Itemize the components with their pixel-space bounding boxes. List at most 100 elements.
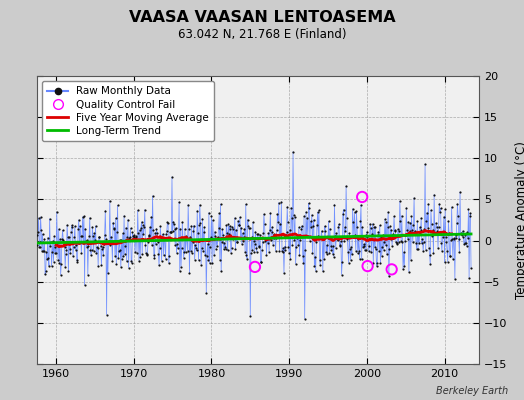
Point — [261, 238, 269, 244]
Point — [41, 268, 50, 274]
Point — [445, 252, 454, 259]
Point — [205, 209, 213, 216]
Point — [105, 237, 113, 244]
Point — [320, 255, 329, 262]
Point — [160, 235, 168, 241]
Point — [277, 232, 285, 238]
Point — [327, 247, 335, 253]
Point — [267, 228, 276, 235]
Point — [122, 224, 130, 231]
Point — [461, 240, 469, 246]
Point — [176, 226, 184, 232]
Point — [310, 263, 319, 269]
Point — [146, 224, 154, 230]
Text: VAASA VAASAN LENTOASEMA: VAASA VAASAN LENTOASEMA — [129, 10, 395, 25]
Point — [234, 218, 242, 224]
Point — [323, 251, 332, 258]
Point — [134, 207, 142, 214]
Point — [343, 215, 351, 221]
Point — [266, 226, 274, 233]
Point — [117, 264, 125, 270]
Point — [359, 241, 368, 248]
Point — [316, 262, 324, 268]
Point — [278, 248, 286, 254]
Point — [33, 242, 41, 248]
Point — [80, 282, 89, 288]
Point — [193, 208, 201, 214]
Point — [338, 258, 346, 265]
Point — [271, 248, 280, 254]
Point — [121, 251, 129, 257]
Point — [314, 233, 322, 239]
Point — [98, 246, 106, 252]
Point — [85, 214, 94, 221]
Point — [455, 249, 464, 256]
Point — [120, 212, 128, 219]
Point — [377, 234, 385, 240]
Point — [332, 245, 340, 252]
Point — [388, 242, 396, 249]
Point — [315, 257, 324, 263]
Point — [308, 250, 316, 256]
Point — [68, 222, 76, 228]
Point — [343, 236, 352, 242]
Point — [200, 224, 209, 230]
Point — [128, 260, 136, 266]
Point — [201, 252, 209, 258]
Point — [397, 238, 406, 244]
Point — [215, 210, 223, 216]
Point — [140, 224, 148, 230]
Point — [241, 226, 249, 232]
Point — [167, 228, 175, 235]
Point — [141, 242, 150, 248]
Point — [181, 226, 189, 232]
Point — [260, 221, 269, 227]
Point — [84, 272, 92, 278]
Point — [333, 236, 341, 242]
Point — [77, 250, 85, 256]
Point — [452, 235, 461, 241]
Point — [399, 266, 407, 272]
Point — [418, 236, 427, 243]
Point — [244, 216, 252, 223]
Point — [116, 246, 124, 253]
Point — [370, 244, 379, 250]
Point — [406, 228, 414, 234]
Point — [91, 223, 100, 229]
Point — [79, 240, 88, 246]
Point — [440, 213, 448, 220]
Point — [285, 244, 293, 250]
Point — [99, 252, 107, 258]
Point — [272, 227, 281, 233]
Point — [102, 236, 110, 242]
Point — [247, 234, 256, 240]
Point — [34, 229, 42, 236]
Point — [423, 209, 431, 216]
Point — [451, 232, 460, 238]
Point — [276, 220, 285, 227]
Point — [368, 231, 376, 238]
Point — [289, 212, 298, 219]
Point — [408, 226, 417, 233]
Point — [280, 270, 288, 276]
Point — [95, 234, 104, 241]
Point — [425, 252, 434, 258]
Point — [194, 230, 202, 236]
Point — [46, 243, 54, 250]
Point — [151, 230, 159, 236]
Point — [274, 219, 282, 226]
Point — [191, 242, 200, 248]
Point — [254, 231, 263, 238]
Point — [36, 214, 45, 220]
Point — [190, 256, 199, 263]
Point — [173, 245, 182, 251]
Point — [206, 244, 214, 250]
Point — [364, 263, 372, 269]
Point — [374, 232, 382, 238]
Point — [346, 257, 355, 263]
Point — [356, 218, 365, 224]
Point — [36, 244, 44, 250]
Point — [307, 224, 315, 230]
Point — [73, 257, 81, 264]
Point — [71, 223, 79, 229]
